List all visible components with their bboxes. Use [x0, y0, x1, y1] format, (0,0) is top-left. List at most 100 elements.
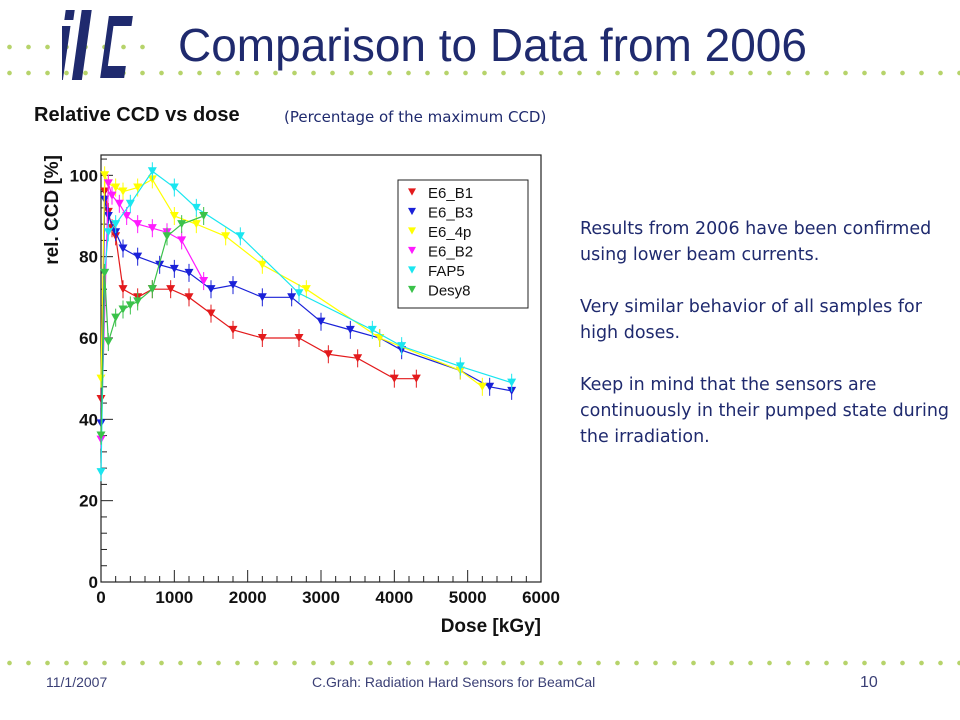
- data-point: [257, 293, 267, 302]
- data-point: [133, 297, 143, 306]
- y-tick-label: 20: [79, 492, 98, 511]
- data-point: [100, 268, 110, 277]
- data-point: [166, 285, 176, 294]
- legend-label: E6_B2: [428, 244, 473, 261]
- data-point: [103, 211, 113, 221]
- data-point: [316, 317, 326, 326]
- series-line: [100, 199, 512, 424]
- data-point: [199, 211, 209, 221]
- data-point: [411, 374, 421, 383]
- legend-marker: [408, 227, 416, 235]
- y-tick-label: 40: [79, 410, 98, 429]
- y-tick-label: 60: [79, 329, 98, 348]
- data-point: [221, 232, 231, 241]
- x-tick-label: 0: [96, 588, 105, 607]
- data-point: [235, 232, 245, 241]
- page-number: 10: [860, 674, 878, 691]
- data-point: [228, 325, 238, 334]
- data-point: [477, 382, 487, 391]
- data-point: [177, 236, 187, 245]
- series-Desy8: [96, 207, 209, 445]
- data-point: [199, 277, 209, 286]
- y-axis-label: rel. CCD [%]: [42, 155, 63, 265]
- x-tick-label: 6000: [522, 588, 560, 607]
- legend-label: E6_4p: [428, 224, 471, 241]
- data-point: [367, 325, 377, 334]
- data-point: [294, 289, 304, 298]
- data-point: [111, 313, 121, 322]
- data-point: [455, 362, 465, 371]
- data-point: [507, 378, 517, 387]
- legend-label: Desy8: [428, 283, 471, 300]
- data-point: [257, 260, 267, 269]
- data-point: [184, 293, 194, 302]
- data-point: [397, 342, 407, 351]
- data-point: [125, 301, 135, 310]
- data-point: [169, 264, 179, 273]
- y-tick-label: 100: [70, 166, 98, 185]
- data-point: [301, 285, 311, 294]
- data-point: [177, 220, 187, 229]
- data-point: [103, 228, 113, 237]
- data-point: [122, 211, 132, 221]
- note-paragraph: Results from 2006 have been confirmed us…: [580, 219, 932, 265]
- data-point: [191, 203, 201, 212]
- footer-author: C.Grah: Radiation Hard Sensors for BeamC…: [312, 674, 596, 690]
- data-point: [257, 333, 267, 343]
- data-point: [107, 191, 117, 200]
- legend-marker: [408, 266, 416, 274]
- data-point: [323, 350, 333, 359]
- x-tick-label: 2000: [229, 588, 267, 607]
- data-point: [375, 333, 385, 343]
- data-point: [96, 468, 106, 477]
- slide-notes: Results from 2006 have been confirmed us…: [580, 216, 952, 476]
- series-FAP5: [96, 162, 517, 482]
- ilc-logo: [62, 10, 133, 80]
- x-tick-label: 3000: [302, 588, 340, 607]
- decorative-dot-line-top-left: [0, 44, 150, 50]
- data-point: [169, 211, 179, 221]
- legend-box: [397, 179, 529, 309]
- data-point: [206, 309, 216, 318]
- decorative-dot-line-top: [0, 70, 960, 76]
- chart-subtitle: Relative CCD vs dose: [34, 104, 240, 126]
- series-line: [100, 183, 205, 440]
- series-E6_B1: [96, 182, 421, 408]
- data-point: [96, 431, 106, 440]
- data-point: [147, 224, 157, 233]
- data-point: [103, 338, 113, 347]
- x-tick-label: 5000: [449, 588, 487, 607]
- data-point: [133, 220, 143, 229]
- x-axis-label: Dose [kGy]: [441, 616, 541, 637]
- decorative-dot-line-bottom: [0, 660, 960, 666]
- data-point: [147, 167, 157, 176]
- data-point: [353, 354, 363, 363]
- legend-label: E6_B3: [428, 205, 473, 222]
- note-paragraph: Very similar behavior of all samples for…: [580, 297, 922, 343]
- data-point: [485, 382, 495, 391]
- chart-subtitle-note: (Percentage of the maximum CCD): [284, 108, 547, 126]
- x-tick-label: 4000: [375, 588, 413, 607]
- data-point: [294, 333, 304, 343]
- legend-marker: [408, 188, 416, 196]
- data-point: [118, 244, 128, 253]
- data-point: [345, 325, 355, 334]
- data-point: [191, 220, 201, 229]
- data-point: [125, 199, 135, 208]
- legend-marker: [408, 207, 416, 216]
- data-point: [111, 220, 121, 229]
- data-point: [287, 293, 297, 302]
- data-point: [114, 199, 124, 208]
- data-point: [118, 285, 128, 294]
- data-point: [118, 305, 128, 314]
- data-point: [228, 281, 238, 290]
- x-tick-label: 1000: [155, 588, 193, 607]
- data-point: [389, 374, 399, 383]
- data-point: [184, 268, 194, 277]
- legend-label: E6_B1: [428, 185, 473, 202]
- data-point: [103, 179, 113, 188]
- slide-title: Comparison to Data from 2006: [178, 19, 807, 71]
- y-tick-label: 0: [89, 573, 98, 592]
- legend-marker: [408, 285, 416, 294]
